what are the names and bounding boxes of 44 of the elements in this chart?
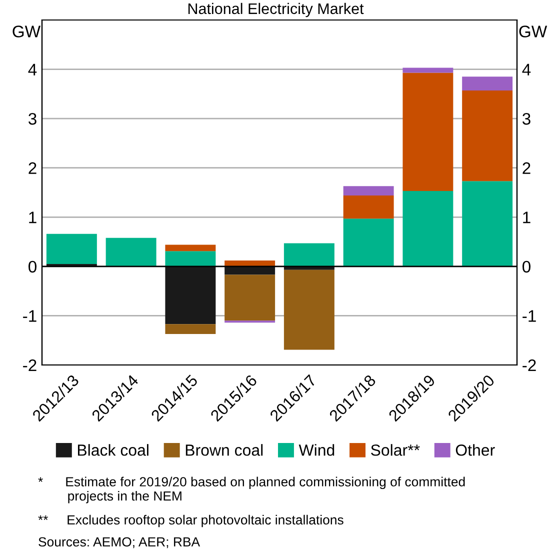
- legend-label: Brown coal: [186, 444, 263, 456]
- bar: [165, 251, 216, 266]
- bar: [165, 324, 216, 334]
- bar: [462, 90, 513, 182]
- text: ** Excludes rooftop solar photovoltaic installations: [38, 514, 344, 528]
- y2-tick-label: 4: [522, 64, 531, 76]
- bar: [343, 186, 394, 196]
- bar: [224, 274, 276, 321]
- legend-label: Other: [456, 444, 495, 456]
- bar: [343, 218, 394, 266]
- y2-tick-label: -2: [522, 359, 536, 372]
- bar: [284, 270, 334, 350]
- bar: [165, 266, 216, 324]
- y2-tick-label: 0: [522, 260, 530, 273]
- y-tick-label: 1: [29, 212, 36, 224]
- y-tick-label: 0: [28, 260, 36, 273]
- bar: [224, 266, 276, 275]
- legend-label: Solar**: [371, 444, 420, 456]
- y-tick-label: 2: [28, 162, 36, 174]
- y2-tick-label: 2: [522, 162, 530, 174]
- y2-axis-title: GW: [519, 26, 548, 38]
- legend-label: Black coal: [78, 444, 148, 456]
- bar: [46, 234, 97, 264]
- y-axis-title: GW: [12, 26, 41, 38]
- y2-tick-label: 1: [523, 212, 530, 224]
- bar: [402, 68, 454, 73]
- y-tick-label: 3: [28, 112, 36, 125]
- source-note: Sources: AEMO; AER; RBA: [38, 537, 200, 548]
- bar: [343, 195, 394, 219]
- bar: [165, 244, 216, 252]
- legend-label: Wind: [298, 444, 334, 456]
- y2-tick-label: 3: [522, 112, 530, 125]
- y2-tick-label: -1: [522, 310, 536, 322]
- bar: [462, 76, 513, 90]
- y-tick-label: -1: [23, 310, 36, 322]
- y-tick-label: -2: [23, 359, 36, 372]
- bar: [106, 238, 156, 266]
- bar: [402, 191, 454, 266]
- bar: [462, 181, 513, 266]
- text: * Estimate for 2019/20 based on planned commissioning of committed projects in the NEM: [38, 476, 465, 504]
- bar: [402, 72, 454, 192]
- chart-title: National Electricity Market: [188, 2, 364, 18]
- y-tick-label: 4: [28, 64, 37, 76]
- bar: [284, 243, 334, 266]
